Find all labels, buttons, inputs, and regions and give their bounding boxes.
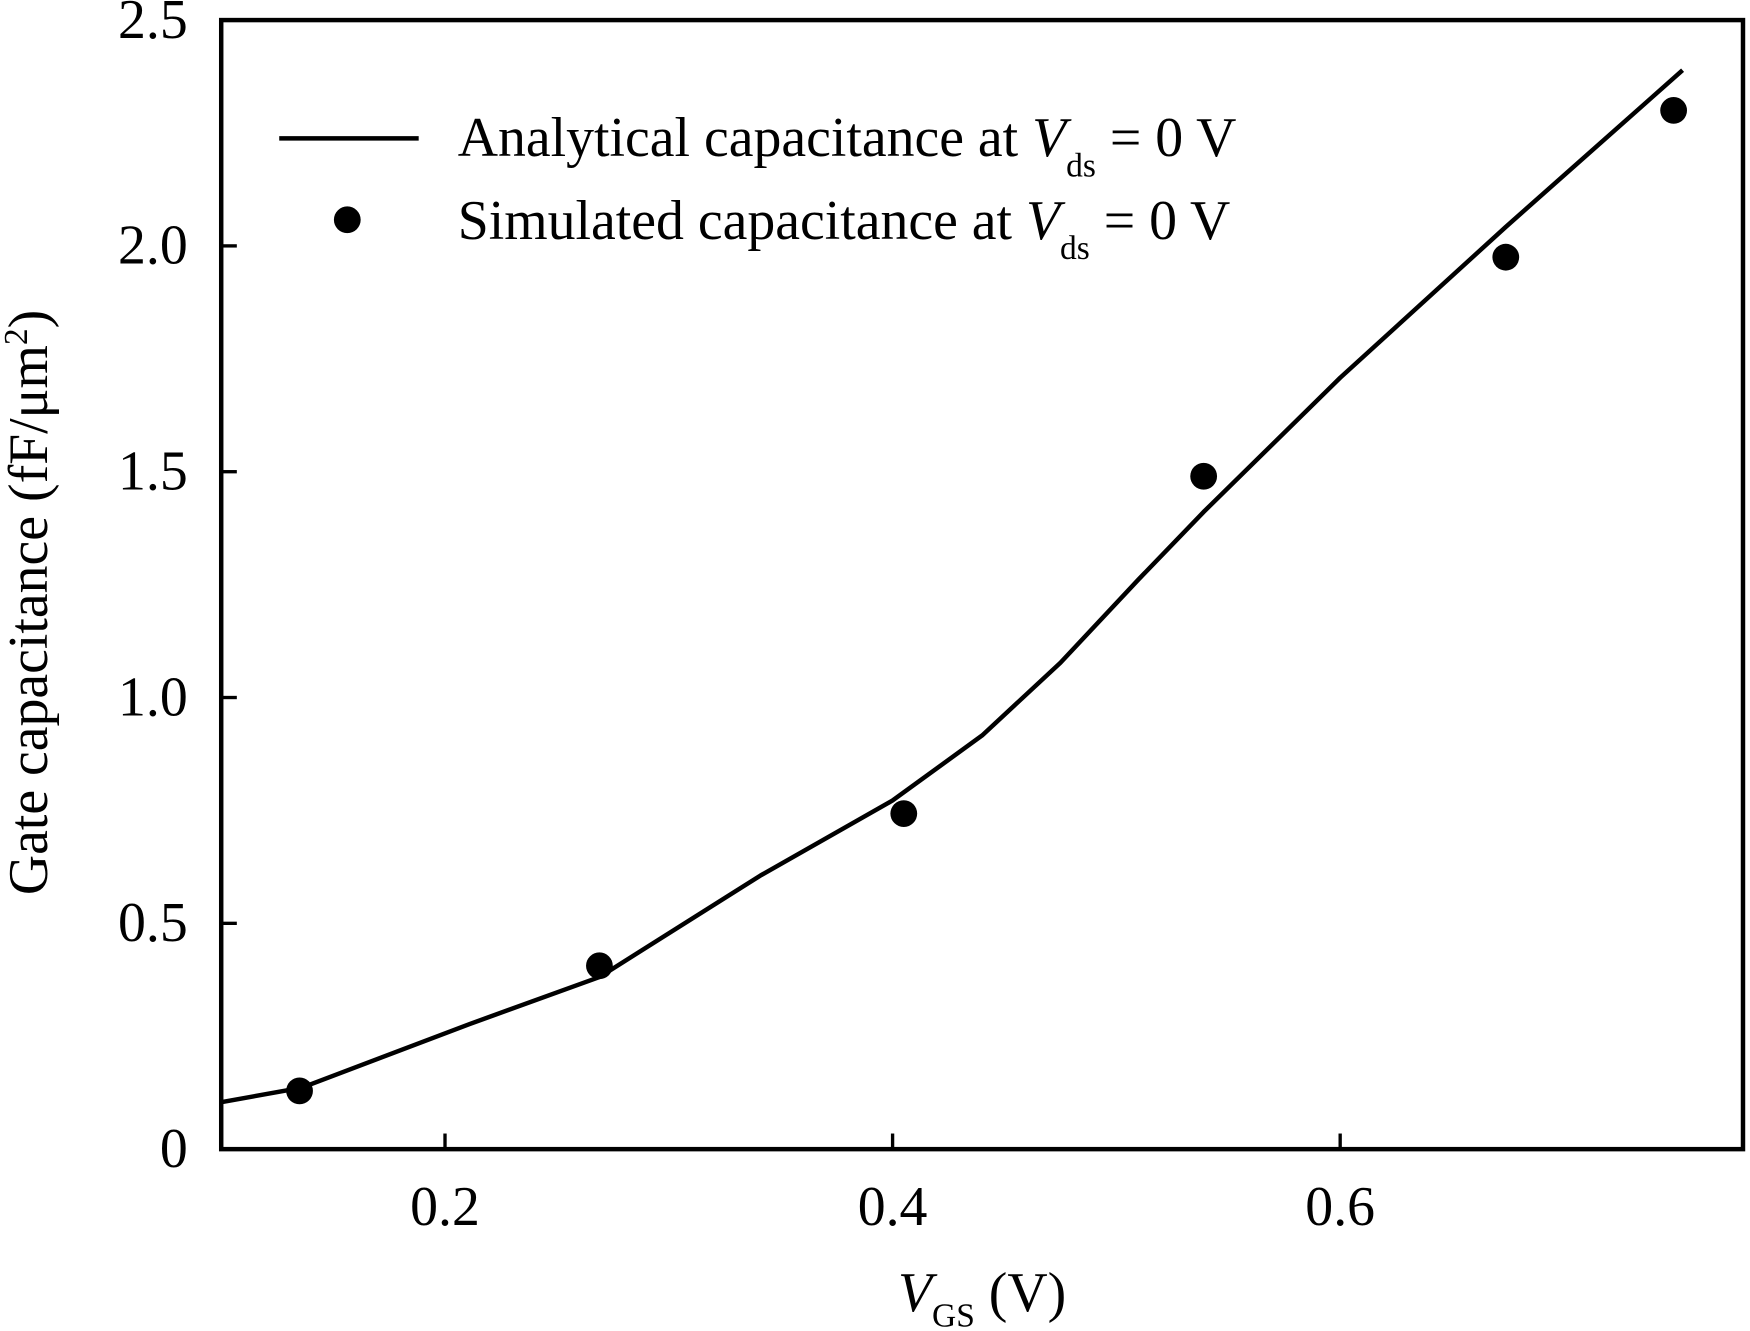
simulated-data-point — [286, 1077, 313, 1105]
legend-label-simulated: Simulated capacitance at Vds = 0 V — [458, 190, 1231, 267]
y-tick-label: 0.5 — [118, 892, 188, 954]
axis-ticks: 0.2 0.4 0.6 0 0.5 1.0 1.5 2.0 2.5 — [118, 0, 1375, 1238]
simulated-data-point — [1492, 243, 1520, 271]
x-axis-label: VGS (V) — [898, 1262, 1066, 1331]
legend-marker-swatch — [333, 206, 361, 234]
simulated-data-point — [1190, 462, 1218, 490]
x-tick-label: 0.6 — [1305, 1176, 1375, 1238]
plot-frame — [218, 17, 1746, 1152]
y-tick-label: 1.5 — [118, 441, 188, 503]
legend-label-analytical: Analytical capacitance at Vds = 0 V — [458, 107, 1237, 184]
analytical-series-line — [220, 68, 1685, 1105]
y-tick-label: 1.0 — [118, 666, 188, 728]
simulated-data-point — [1660, 97, 1688, 124]
y-tick-label: 0 — [160, 1118, 188, 1180]
simulated-data-point — [890, 800, 918, 827]
y-tick-label: 2.0 — [118, 215, 188, 277]
y-tick-label: 2.5 — [118, 0, 188, 51]
legend: Analytical capacitance at Vds = 0 V Simu… — [279, 107, 1236, 267]
x-tick-label: 0.2 — [410, 1176, 480, 1238]
x-tick-label: 0.4 — [858, 1176, 928, 1238]
simulated-data-point — [586, 952, 613, 980]
y-axis-label: Gate capacitance (fF/μm2) — [0, 310, 60, 895]
plot-marks — [220, 68, 1688, 1105]
